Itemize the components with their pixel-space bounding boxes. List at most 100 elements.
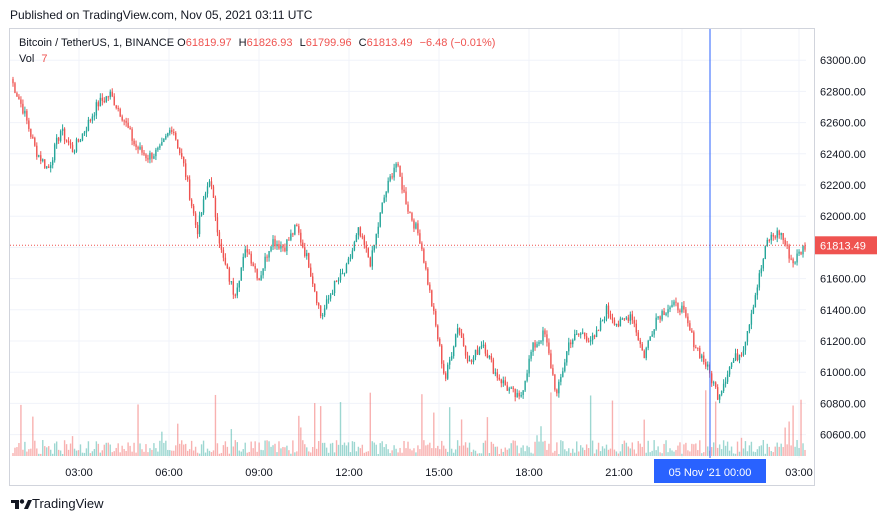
candle-body bbox=[182, 156, 185, 164]
volume-bar bbox=[186, 450, 189, 456]
volume-bar bbox=[212, 450, 215, 456]
candle-body bbox=[159, 145, 161, 148]
volume-bar bbox=[333, 452, 336, 456]
volume-bar bbox=[79, 444, 82, 456]
volume-bar bbox=[419, 449, 421, 456]
candle-body bbox=[101, 97, 104, 101]
volume-bar bbox=[137, 404, 139, 456]
candle-body bbox=[804, 245, 806, 250]
volume-bar bbox=[458, 445, 461, 456]
volume-bar bbox=[443, 445, 445, 456]
candle-body bbox=[653, 329, 655, 335]
candle-body bbox=[756, 287, 759, 296]
candle-body bbox=[625, 317, 628, 319]
volume-bar bbox=[480, 453, 483, 456]
candle-body bbox=[111, 91, 113, 97]
volume-bar bbox=[611, 400, 614, 456]
candle-body bbox=[75, 139, 78, 152]
candle-body bbox=[695, 347, 697, 349]
volume-bar bbox=[357, 446, 360, 456]
candle-body bbox=[48, 166, 50, 168]
chart-frame[interactable] bbox=[9, 28, 815, 486]
candle-body bbox=[794, 262, 796, 264]
candle-body bbox=[59, 131, 62, 141]
volume-bar bbox=[528, 447, 530, 456]
candle-body bbox=[512, 387, 514, 389]
volume-bar bbox=[109, 444, 111, 456]
volume-bar bbox=[756, 449, 759, 456]
volume-bar bbox=[282, 446, 284, 456]
volume-bar bbox=[788, 421, 790, 456]
candle-series[interactable] bbox=[12, 76, 806, 404]
candle-body bbox=[665, 313, 667, 315]
candle-body bbox=[496, 372, 499, 378]
candle-body bbox=[627, 317, 630, 321]
candle-body bbox=[26, 110, 28, 121]
candle-body bbox=[425, 262, 427, 269]
volume-bar bbox=[246, 452, 248, 456]
volume-bar bbox=[151, 449, 153, 456]
candle-body bbox=[321, 315, 324, 317]
candle-body bbox=[141, 146, 143, 153]
volume-bar bbox=[312, 447, 314, 456]
volume-bar bbox=[595, 449, 598, 456]
volume-bar bbox=[264, 440, 266, 456]
volume-bar bbox=[304, 444, 306, 456]
volume-bar bbox=[51, 453, 54, 456]
candle-body bbox=[524, 380, 526, 391]
volume-bar bbox=[627, 446, 630, 456]
candle-body bbox=[55, 137, 58, 145]
candle-body bbox=[776, 230, 778, 238]
symbol-title[interactable]: Bitcoin / TetherUS, 1, BINANCE bbox=[19, 37, 175, 49]
candle-body bbox=[458, 328, 461, 333]
volume-bar bbox=[506, 449, 508, 456]
candle-body bbox=[42, 159, 44, 162]
tradingview-logo[interactable]: TradingView bbox=[10, 496, 104, 511]
volume-bar bbox=[387, 449, 389, 456]
candle-body bbox=[687, 316, 689, 324]
volume-bar bbox=[351, 441, 354, 456]
candle-body bbox=[347, 258, 350, 265]
candle-body bbox=[716, 387, 719, 400]
candle-body bbox=[492, 359, 495, 374]
time-axis[interactable]: 03:00 06:00 09:00 12:00 15:00 18:00 21:00 03:00 bbox=[65, 467, 813, 479]
volume-bar bbox=[778, 446, 780, 456]
volume-bar bbox=[226, 446, 229, 456]
volume-bar bbox=[766, 443, 768, 456]
candle-body bbox=[325, 299, 328, 309]
volume-bar bbox=[323, 442, 326, 456]
price-tick-label: 60600.00 bbox=[820, 430, 866, 442]
volume-bar bbox=[738, 451, 741, 456]
volume-bar bbox=[760, 445, 763, 456]
candle-body bbox=[240, 267, 242, 281]
candle-body bbox=[206, 186, 209, 194]
candle-body bbox=[169, 130, 171, 134]
volume-bar bbox=[391, 450, 393, 456]
crosshair-time-label-text: 05 Nov '21 00:00 bbox=[669, 467, 752, 479]
candle-body bbox=[530, 351, 532, 359]
candle-body bbox=[798, 251, 800, 254]
volume-bar bbox=[736, 441, 739, 456]
candle-body bbox=[593, 335, 596, 337]
price-axis[interactable]: 63000.00 62800.00 62600.00 62400.00 62200.00… bbox=[820, 55, 866, 441]
candle-body bbox=[133, 140, 135, 145]
volume-value: 7 bbox=[41, 53, 48, 65]
change-value: −6.48 (−0.01%) bbox=[419, 37, 496, 49]
candle-body bbox=[647, 340, 649, 348]
candle-body bbox=[302, 242, 304, 248]
candle-body bbox=[153, 156, 155, 159]
volume-bar bbox=[768, 446, 770, 456]
candle-body bbox=[601, 320, 604, 322]
volume-bar bbox=[252, 448, 254, 456]
volume-bar bbox=[558, 453, 560, 456]
volume-bar bbox=[365, 451, 368, 456]
volume-bar bbox=[383, 447, 385, 456]
volume-label: Vol bbox=[19, 53, 35, 65]
candle-body bbox=[308, 253, 310, 268]
volume-bar bbox=[770, 451, 772, 456]
volume-bar bbox=[38, 453, 40, 456]
volume-bar bbox=[532, 453, 534, 456]
grid-lines bbox=[10, 29, 806, 458]
volume-bar bbox=[147, 452, 149, 456]
